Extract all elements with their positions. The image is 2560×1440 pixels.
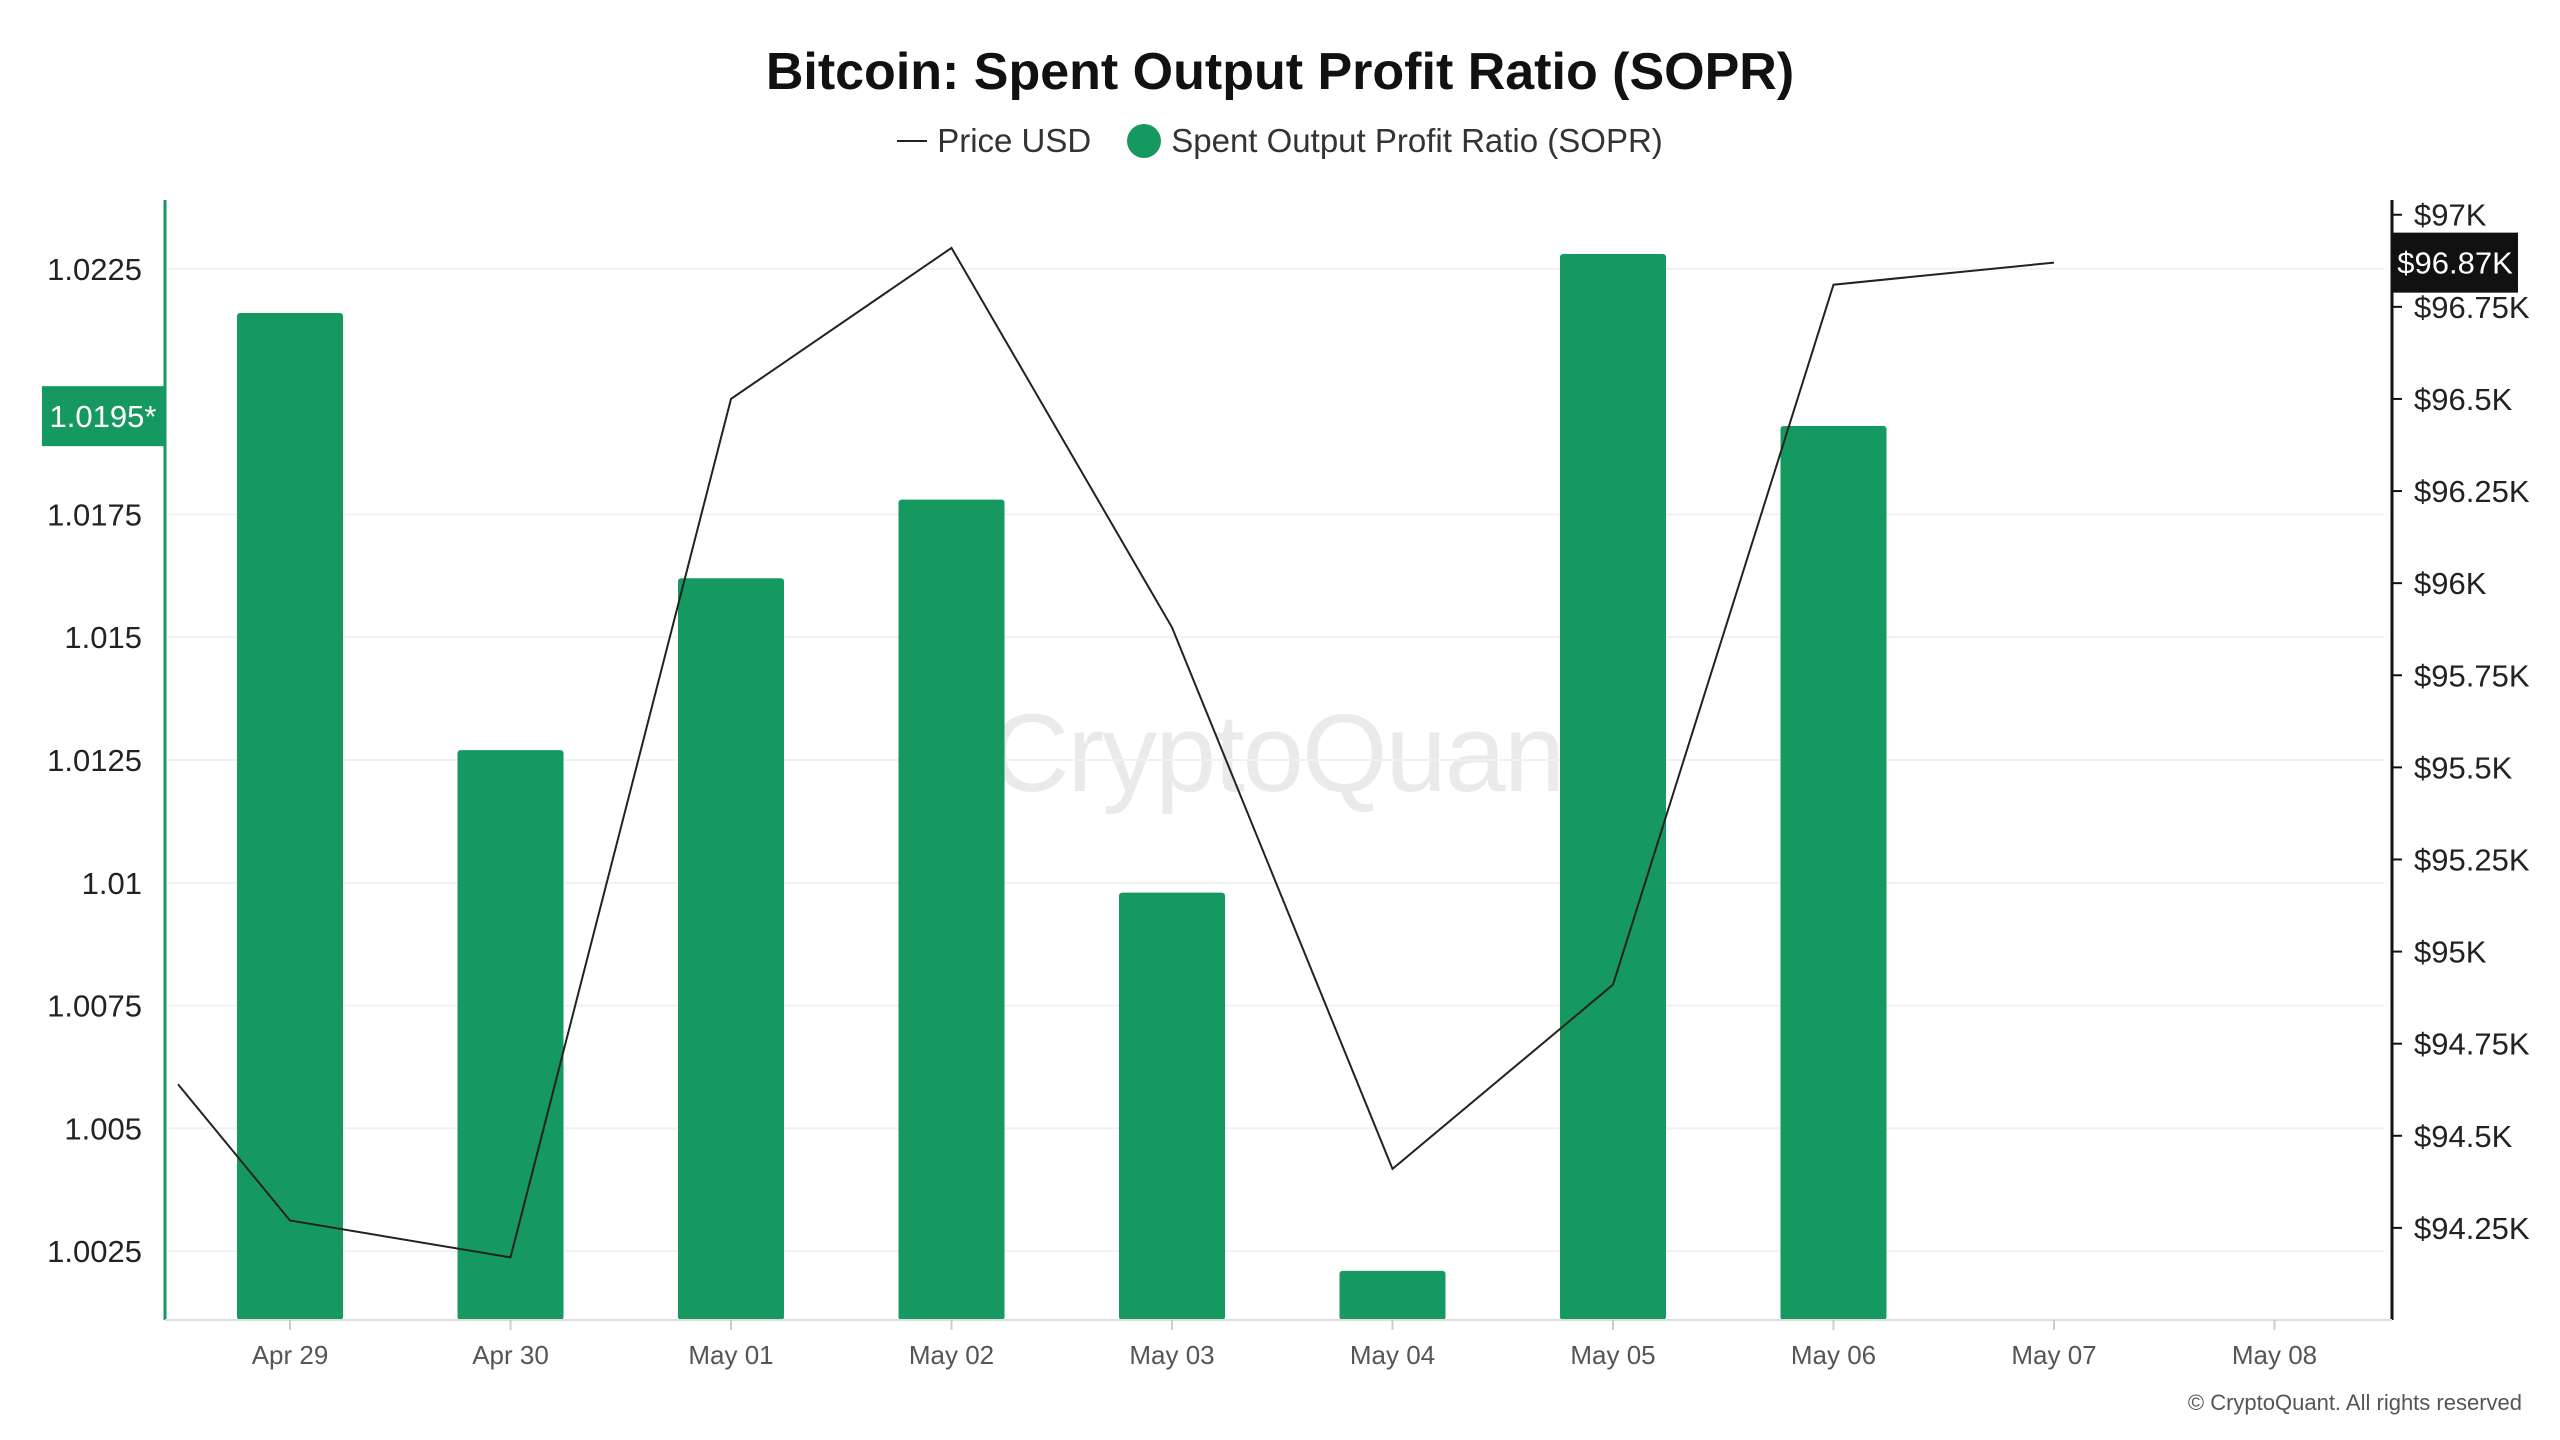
y-left-tick-label: 1.015 (64, 620, 142, 655)
x-tick-label: Apr 30 (472, 1340, 549, 1370)
y-right-tick-label: $96.5K (2414, 382, 2513, 417)
x-tick-label: May 03 (1129, 1340, 1214, 1370)
x-tick-label: May 07 (2011, 1340, 2096, 1370)
x-tick-label: May 06 (1791, 1340, 1876, 1370)
copyright-text: © CryptoQuant. All rights reserved (2187, 1390, 2522, 1415)
x-tick-label: Apr 29 (252, 1340, 329, 1370)
chart-title: Bitcoin: Spent Output Profit Ratio (SOPR… (765, 43, 1795, 101)
sopr-bar (457, 750, 564, 1320)
sopr-bar (898, 499, 1005, 1320)
x-tick-label: May 08 (2232, 1340, 2317, 1370)
legend: Price USD Spent Output Profit Ratio (SOP… (0, 122, 2560, 160)
y-left-tick-label: 1.0075 (47, 989, 142, 1024)
y-right-tick-label: $94.5K (2414, 1119, 2513, 1154)
x-tick-label: May 02 (909, 1340, 994, 1370)
y-left-tick-label: 1.0225 (47, 252, 142, 287)
x-tick-label: May 05 (1570, 1340, 1655, 1370)
current-price-label: $96.87K (2397, 246, 2513, 281)
y-left-tick-label: 1.0025 (47, 1234, 142, 1269)
sopr-bar (678, 578, 784, 1320)
watermark: CryptoQuant (990, 692, 1594, 815)
y-right-tick-label: $95K (2414, 935, 2487, 970)
y-right-tick-label: $95.5K (2414, 750, 2513, 785)
current-sopr-label: 1.0195* (50, 399, 157, 434)
y-right-tick-label: $95.75K (2414, 658, 2530, 693)
y-right-tick-label: $96K (2414, 566, 2487, 601)
y-right-tick-label: $96.25K (2414, 474, 2530, 509)
sopr-bar (1119, 892, 1225, 1320)
y-right-tick-label: $94.25K (2414, 1211, 2530, 1246)
current-price-badge (2392, 232, 2518, 293)
price-line (177, 246, 2055, 1259)
y-left-tick-label: 1.01 (82, 866, 142, 901)
sopr-bar (237, 312, 343, 1321)
sopr-bar (1560, 254, 1666, 1320)
dot-swatch-icon (1127, 124, 1162, 158)
x-tick-label: May 04 (1350, 1340, 1435, 1370)
legend-label-sopr: Spent Output Profit Ratio (SOPR) (1171, 122, 1663, 159)
legend-item-price[interactable]: Price USD (897, 122, 1091, 160)
legend-item-sopr[interactable]: Spent Output Profit Ratio (SOPR) (1127, 122, 1663, 160)
y-right-tick-label: $96.75K (2414, 290, 2530, 325)
y-right-tick-label: $95.25K (2414, 842, 2530, 877)
line-swatch-icon (897, 140, 928, 142)
x-tick-label: May 01 (688, 1340, 773, 1370)
sopr-bar (1780, 425, 1887, 1320)
y-left-tick-label: 1.005 (64, 1111, 142, 1146)
sopr-bar (1339, 1270, 1446, 1320)
y-right-tick-label: $97K (2414, 198, 2487, 233)
y-left-tick-label: 1.0175 (47, 497, 142, 532)
y-right-tick-label: $94.75K (2414, 1027, 2530, 1062)
current-sopr-badge (42, 386, 164, 447)
legend-label-price: Price USD (937, 122, 1092, 159)
y-left-tick-label: 1.0125 (47, 743, 142, 778)
